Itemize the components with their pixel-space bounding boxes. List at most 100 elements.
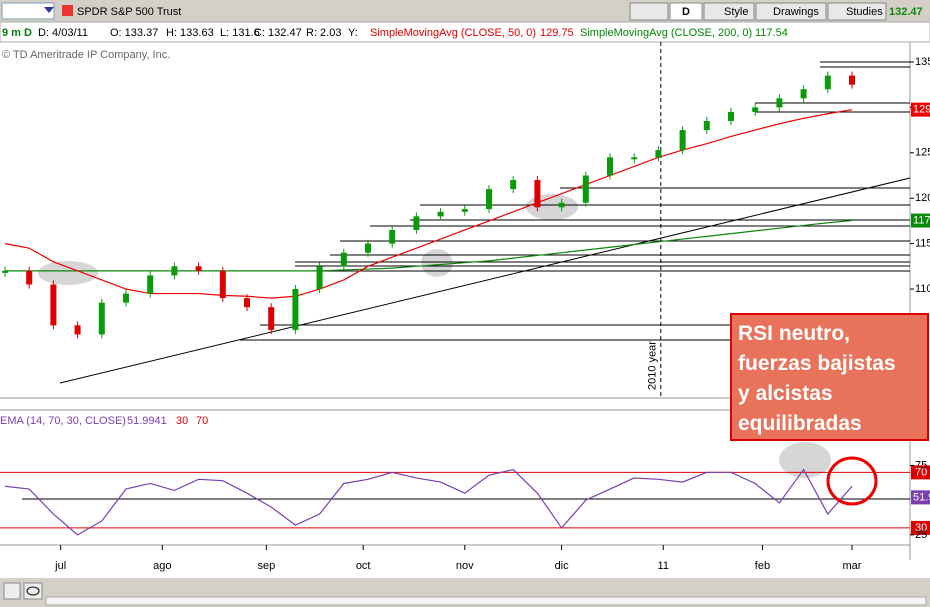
price-badge-label: 117.54 (913, 214, 930, 226)
x-tick-label: jul (54, 560, 66, 572)
symbol-icon (62, 5, 73, 16)
style-label: Style (724, 6, 748, 18)
info-y: Y: (348, 27, 358, 39)
candle (800, 89, 807, 99)
studies-label: Studies (846, 6, 883, 18)
red-circle (826, 456, 878, 506)
symbol-box[interactable] (1, 2, 55, 20)
candle (461, 209, 468, 212)
candle (171, 266, 178, 276)
zoom-button[interactable] (3, 582, 21, 600)
info-low: L: 131.6 (220, 27, 260, 39)
candle (340, 252, 347, 267)
rsi-line (4, 468, 853, 536)
info-date: D: 4/03/11 (38, 27, 88, 39)
candle (582, 175, 589, 203)
x-tick-label: 11 (658, 560, 669, 572)
candle (486, 189, 492, 210)
price-badge (911, 102, 930, 117)
candle (316, 266, 323, 290)
symbol-name: SPDR S&P 500 Trust (77, 6, 181, 18)
x-tick-label: oct (356, 560, 371, 572)
dropdown-arrow[interactable] (44, 7, 54, 13)
rsi-oversold: 30 (176, 415, 188, 427)
drawn-lines (22, 61, 911, 500)
y-tick-label: 110 (915, 283, 930, 295)
sma50-line (4, 109, 853, 299)
candle (50, 284, 57, 326)
copyright: © TD Ameritrade IP Company, Inc. (2, 49, 170, 61)
rsi-value-badge-label: 51.9941 (913, 491, 930, 503)
drawings-button[interactable] (755, 2, 827, 21)
x-tick-label: feb (755, 560, 770, 572)
zoom-icon (26, 586, 40, 596)
x-tick-label: dic (555, 560, 570, 572)
price-badge (911, 213, 930, 228)
x-tick-label: nov (456, 560, 474, 572)
candle (268, 307, 275, 330)
candle (123, 293, 129, 303)
candle (510, 180, 517, 190)
candle (365, 243, 371, 253)
candle (728, 111, 734, 122)
zoom-button[interactable] (23, 582, 43, 600)
candle (147, 275, 154, 294)
annotation-line: y alcistas (738, 382, 833, 405)
plot: 1101151201251301352010 year129.75117.54E… (0, 42, 930, 572)
annotation-line: RSI neutro, (738, 322, 850, 345)
studies-button[interactable] (827, 2, 887, 21)
x-tick-label: mar (843, 560, 862, 572)
info-range: R: 2.03 (306, 27, 341, 39)
candle (292, 289, 299, 330)
sma200-label: SimpleMovingAvg (CLOSE, 200, 0) (580, 27, 752, 39)
candle (26, 270, 33, 285)
candle (849, 75, 855, 85)
info-close: C: 132.47 (254, 27, 302, 39)
trend-line (59, 177, 911, 384)
rsi-badge (911, 465, 930, 480)
candle (534, 180, 541, 208)
sma200-line (5, 219, 853, 272)
candle (98, 302, 105, 335)
tool-buttons[interactable] (629, 2, 669, 21)
candle (195, 266, 202, 271)
last-price: 132.47 (889, 6, 923, 18)
x-tick-label: sep (257, 560, 275, 572)
annotation-line: equilibradas (738, 412, 862, 435)
sma50-value: 129.75 (540, 27, 574, 39)
candle (413, 216, 420, 230)
candle (244, 298, 250, 308)
drawings-label: Drawings (773, 6, 819, 18)
candle (824, 75, 831, 90)
candle (631, 157, 638, 160)
candle (2, 270, 8, 273)
candle (558, 202, 565, 208)
period-button[interactable] (669, 2, 703, 21)
year-label: 2010 year (647, 341, 659, 390)
candle (776, 98, 783, 108)
info-open: O: 133.37 (110, 27, 158, 39)
annotation-box (730, 313, 929, 441)
info-bar (0, 21, 930, 43)
candle (607, 157, 613, 176)
rsi-tick-label: 25 (915, 529, 927, 541)
period-label: D (682, 6, 690, 18)
x-tick-label: ago (153, 560, 171, 572)
scrollbar[interactable] (45, 596, 927, 606)
rsi-value: 51.9941 (127, 415, 167, 427)
rsi-tick-label: 75 (915, 459, 927, 471)
y-tick-label: 120 (915, 192, 930, 204)
candle (679, 130, 686, 151)
style-button[interactable] (703, 2, 755, 21)
rsi-value-badge (911, 490, 930, 505)
y-tick-label: 115 (915, 238, 930, 250)
price-badge-label: 129.75 (913, 104, 930, 116)
sma200-value: 117.54 (755, 27, 788, 39)
sma50-label: SimpleMovingAvg (CLOSE, 50, 0) (370, 27, 536, 39)
rsi-header: EMA (14, 70, 30, CLOSE) (0, 415, 126, 427)
rsi-badge-label: 70 (915, 466, 927, 478)
candle (437, 211, 444, 217)
